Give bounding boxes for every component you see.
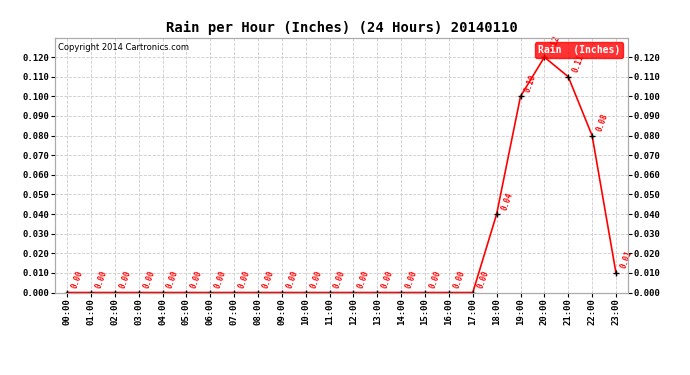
Text: 0.08: 0.08 [595, 112, 610, 133]
Text: 0.00: 0.00 [285, 269, 299, 290]
Text: 0.00: 0.00 [213, 269, 228, 290]
Text: 0.00: 0.00 [261, 269, 275, 290]
Text: 0.00: 0.00 [166, 269, 180, 290]
Text: 0.04: 0.04 [500, 191, 514, 211]
Text: 0.00: 0.00 [404, 269, 419, 290]
Text: 0.00: 0.00 [308, 269, 324, 290]
Text: 0.00: 0.00 [356, 269, 371, 290]
Text: 0.00: 0.00 [94, 269, 108, 290]
Text: 0.00: 0.00 [452, 269, 466, 290]
Title: Rain per Hour (Inches) (24 Hours) 20140110: Rain per Hour (Inches) (24 Hours) 201401… [166, 21, 518, 35]
Text: 0.10: 0.10 [523, 73, 538, 94]
Text: 0.00: 0.00 [189, 269, 204, 290]
Text: 0.00: 0.00 [237, 269, 252, 290]
Text: 0.00: 0.00 [70, 269, 85, 290]
Text: 0.01: 0.01 [619, 250, 633, 270]
Text: 0.11: 0.11 [571, 54, 586, 74]
Text: 0.00: 0.00 [380, 269, 395, 290]
Text: 0.12: 0.12 [547, 34, 562, 54]
Text: 0.00: 0.00 [141, 269, 156, 290]
Text: 0.00: 0.00 [117, 269, 132, 290]
Text: 0.00: 0.00 [428, 269, 442, 290]
Text: 0.00: 0.00 [475, 269, 491, 290]
Legend: Rain  (Inches): Rain (Inches) [535, 42, 623, 58]
Text: 0.00: 0.00 [333, 269, 347, 290]
Text: Copyright 2014 Cartronics.com: Copyright 2014 Cartronics.com [58, 43, 189, 52]
